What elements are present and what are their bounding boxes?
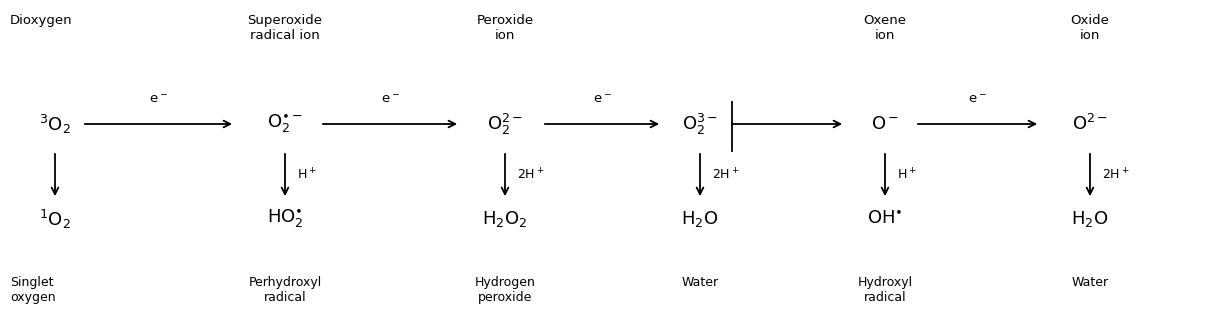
Text: H$_2$O: H$_2$O (682, 209, 719, 229)
Text: Water: Water (1072, 276, 1108, 289)
Text: e$^-$: e$^-$ (149, 93, 167, 106)
Text: HO$_2^{\bullet}$: HO$_2^{\bullet}$ (266, 208, 303, 230)
Text: e$^-$: e$^-$ (380, 93, 400, 106)
Text: O$_2^{2-}$: O$_2^{2-}$ (488, 111, 523, 136)
Text: Dioxygen: Dioxygen (10, 14, 72, 27)
Text: O$_2^{\bullet-}$: O$_2^{\bullet-}$ (268, 113, 303, 135)
Text: H$_2$O: H$_2$O (1072, 209, 1108, 229)
Text: O$_2^{3-}$: O$_2^{3-}$ (682, 111, 719, 136)
Text: H$_2$O$_2$: H$_2$O$_2$ (483, 209, 528, 229)
Text: OH$^{\bullet}$: OH$^{\bullet}$ (868, 210, 903, 228)
Text: 2H$^+$: 2H$^+$ (517, 168, 545, 183)
Text: Peroxide
ion: Peroxide ion (477, 14, 534, 42)
Text: Perhydroxyl
radical: Perhydroxyl radical (248, 276, 321, 304)
Text: Hydroxyl
radical: Hydroxyl radical (858, 276, 913, 304)
Text: 2H$^+$: 2H$^+$ (712, 168, 739, 183)
Text: Oxide
ion: Oxide ion (1070, 14, 1110, 42)
Text: $^3$O$_2$: $^3$O$_2$ (39, 112, 71, 135)
Text: Singlet
oxygen: Singlet oxygen (10, 276, 56, 304)
Text: e$^-$: e$^-$ (593, 93, 611, 106)
Text: O$^-$: O$^-$ (871, 115, 899, 133)
Text: Oxene
ion: Oxene ion (864, 14, 907, 42)
Text: e$^-$: e$^-$ (968, 93, 987, 106)
Text: Water: Water (682, 276, 719, 289)
Text: H$^+$: H$^+$ (897, 168, 916, 183)
Text: Hydrogen
peroxide: Hydrogen peroxide (474, 276, 535, 304)
Text: H$^+$: H$^+$ (297, 168, 316, 183)
Text: 2H$^+$: 2H$^+$ (1102, 168, 1129, 183)
Text: O$^{2-}$: O$^{2-}$ (1072, 114, 1108, 134)
Text: $^1$O$_2$: $^1$O$_2$ (39, 207, 71, 231)
Text: Superoxide
radical ion: Superoxide radical ion (248, 14, 323, 42)
